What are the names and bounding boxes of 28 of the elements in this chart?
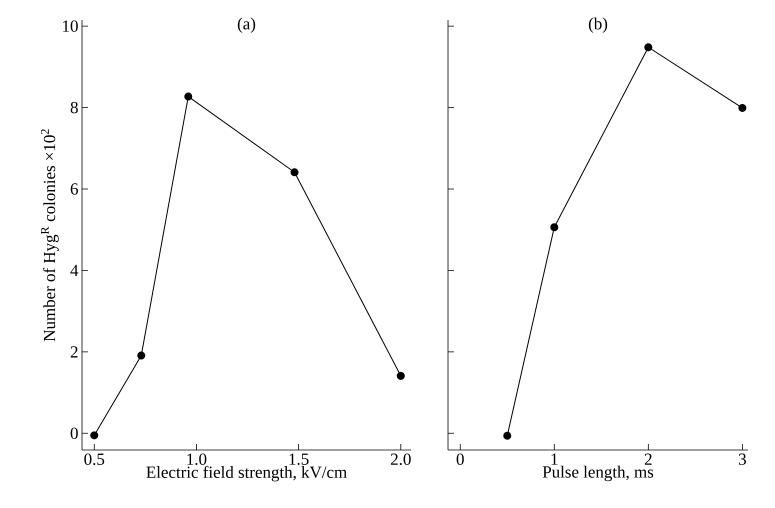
x-tick-label: 2.0 <box>390 454 411 465</box>
x-tick-label: 1 <box>552 454 558 465</box>
point <box>90 431 98 440</box>
x-tick-label: 0.5 <box>84 454 104 465</box>
point <box>184 92 192 101</box>
y-tick-label: 6 <box>70 183 78 195</box>
x-axis-title: Electric field strength, kV/cm <box>146 466 347 482</box>
x-tick-label: 3 <box>738 454 746 465</box>
point <box>503 432 512 440</box>
x-tick-label: 2 <box>644 454 652 465</box>
y-tick-label: 10 <box>63 20 78 32</box>
y-tick-label: 8 <box>70 102 78 114</box>
point <box>396 372 405 380</box>
x-tick-label: 1.5 <box>290 454 309 465</box>
point <box>290 168 299 176</box>
point <box>137 352 146 360</box>
y-axis-title: Number of Hyg$^{R}$ colonies ×10$^{2}$ <box>40 129 59 342</box>
x-tick-label: 0 <box>456 454 464 465</box>
y-tick-label: 0 <box>70 428 78 440</box>
x-axis-title: Pulse length, ms <box>542 466 654 482</box>
point <box>550 223 558 232</box>
point <box>738 104 746 112</box>
point <box>644 43 652 52</box>
chart-title: (b) <box>588 18 608 33</box>
y-tick-label: 2 <box>70 346 78 358</box>
x-tick-label: 1.0 <box>187 454 206 465</box>
y-tick-label: 4 <box>70 264 78 276</box>
chart-title: (a) <box>238 18 256 33</box>
